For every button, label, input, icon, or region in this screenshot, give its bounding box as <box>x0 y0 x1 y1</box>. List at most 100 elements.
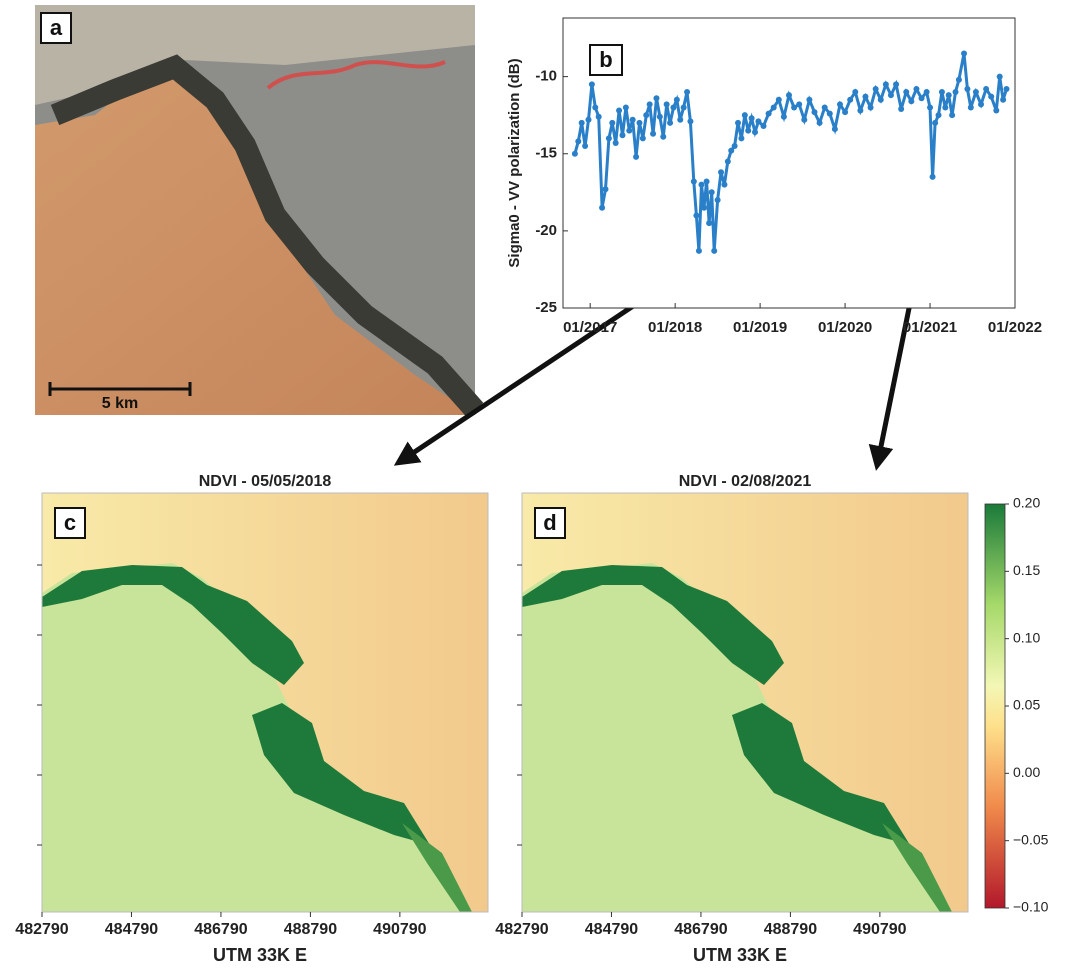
data-point <box>945 92 952 99</box>
data-point <box>996 73 1003 80</box>
panel-label: a <box>50 15 63 40</box>
x-tick-label: 01/2022 <box>988 319 1042 336</box>
chart-title: NDVI - 05/05/2018 <box>199 473 332 490</box>
data-point <box>605 135 612 142</box>
data-point <box>852 89 859 96</box>
data-point <box>780 113 787 120</box>
data-point <box>983 85 990 92</box>
data-point <box>673 96 680 103</box>
data-point <box>949 112 956 119</box>
data-point <box>708 189 715 196</box>
data-point <box>913 85 920 92</box>
x-tick-label: 01/2018 <box>648 319 702 336</box>
x-tick-label: 484790 <box>105 921 158 938</box>
data-point <box>711 247 718 254</box>
data-point <box>748 115 755 122</box>
data-point <box>592 104 599 111</box>
data-point <box>932 119 939 126</box>
data-point <box>714 197 721 204</box>
panel-label-box <box>54 507 86 539</box>
x-tick-label: 01/2017 <box>563 319 617 336</box>
data-point <box>695 247 702 254</box>
colorbar-tick-label: −0.10 <box>1013 899 1049 915</box>
data-point <box>942 104 949 111</box>
data-point <box>1003 85 1010 92</box>
x-tick-label: 01/2019 <box>733 319 787 336</box>
x-tick-label: 484790 <box>585 921 638 938</box>
data-point <box>680 104 687 111</box>
data-point <box>760 122 767 129</box>
data-point <box>993 107 1000 114</box>
data-point <box>622 104 629 111</box>
data-point <box>599 204 606 211</box>
data-point <box>639 135 646 142</box>
data-point <box>826 110 833 117</box>
data-point <box>786 92 792 99</box>
data-point <box>791 104 798 111</box>
data-point <box>612 139 619 146</box>
x-tick-label: 486790 <box>194 921 247 938</box>
scale-label: 5 km <box>102 395 138 412</box>
data-point <box>706 220 713 227</box>
data-point <box>801 116 808 123</box>
data-point <box>738 135 745 142</box>
data-point <box>1000 96 1007 103</box>
data-point <box>935 112 942 119</box>
data-point <box>585 116 592 123</box>
data-point <box>929 173 936 180</box>
data-point <box>816 119 823 126</box>
y-tick-label: -15 <box>535 145 557 162</box>
panel-label-box <box>589 44 623 76</box>
data-point <box>821 104 828 111</box>
x-tick-label: 482790 <box>495 921 548 938</box>
y-tick-label: -10 <box>535 68 557 85</box>
data-point <box>582 143 589 150</box>
data-point <box>893 81 900 88</box>
x-tick-label: 01/2021 <box>903 319 957 336</box>
data-point <box>918 95 925 102</box>
plot-frame <box>41 492 489 913</box>
data-point <box>653 95 660 102</box>
data-point <box>575 138 582 145</box>
x-tick-label: 488790 <box>284 921 337 938</box>
x-tick-label: 486790 <box>674 921 727 938</box>
data-point <box>796 101 803 108</box>
x-tick-label: 482790 <box>15 921 68 938</box>
data-point <box>923 89 930 96</box>
ndvi-image <box>42 493 488 912</box>
data-point <box>806 96 813 103</box>
data-point <box>967 104 974 111</box>
data-point <box>978 101 985 108</box>
plot-frame <box>562 17 1016 309</box>
colorbar-tick-label: −0.05 <box>1013 831 1049 847</box>
data-point <box>988 93 995 100</box>
data-point <box>770 104 777 111</box>
data-point <box>857 107 864 114</box>
data-point <box>831 126 838 133</box>
data-point <box>650 130 657 137</box>
data-point <box>731 143 738 150</box>
data-point <box>842 109 849 116</box>
data-point <box>667 119 674 126</box>
colorbar-tick-label: 0.20 <box>1013 495 1040 511</box>
data-point <box>872 85 879 92</box>
data-point <box>588 81 595 88</box>
data-point <box>626 127 633 134</box>
data-point <box>867 104 874 111</box>
data-point <box>616 107 623 114</box>
data-point <box>972 89 979 96</box>
data-point <box>836 101 843 108</box>
data-point <box>633 153 640 160</box>
data-point <box>877 96 884 103</box>
data-point <box>670 104 677 111</box>
panel-label: b <box>599 47 612 72</box>
data-point <box>693 212 700 219</box>
data-point <box>660 133 667 140</box>
data-point <box>578 119 585 126</box>
data-point <box>862 93 869 100</box>
data-point <box>887 92 894 99</box>
data-point <box>636 119 643 126</box>
data-point <box>684 89 691 96</box>
data-point <box>811 109 818 116</box>
